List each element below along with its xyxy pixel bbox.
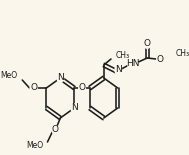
Text: O: O <box>144 40 151 49</box>
Circle shape <box>51 125 60 135</box>
Circle shape <box>56 73 64 83</box>
Text: N: N <box>71 104 78 113</box>
Text: O: O <box>30 84 37 93</box>
Text: N: N <box>115 66 122 75</box>
Text: O: O <box>52 126 59 135</box>
Text: MeO: MeO <box>0 71 17 80</box>
Text: HN: HN <box>126 60 139 69</box>
Circle shape <box>143 39 151 49</box>
Text: CH₃: CH₃ <box>175 49 189 58</box>
Circle shape <box>127 57 138 71</box>
Text: O: O <box>157 55 164 64</box>
Text: N: N <box>57 73 64 82</box>
Text: O: O <box>79 84 86 93</box>
Text: MeO: MeO <box>26 142 43 151</box>
Circle shape <box>70 103 78 113</box>
Text: CH₃: CH₃ <box>116 51 130 60</box>
Circle shape <box>29 83 38 93</box>
Circle shape <box>114 65 122 75</box>
Circle shape <box>78 83 86 93</box>
Circle shape <box>156 54 164 64</box>
